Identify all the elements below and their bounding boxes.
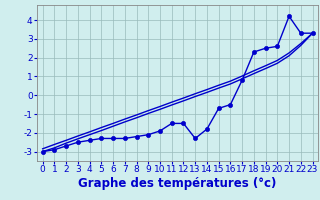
X-axis label: Graphe des températures (°c): Graphe des températures (°c) bbox=[78, 177, 277, 190]
